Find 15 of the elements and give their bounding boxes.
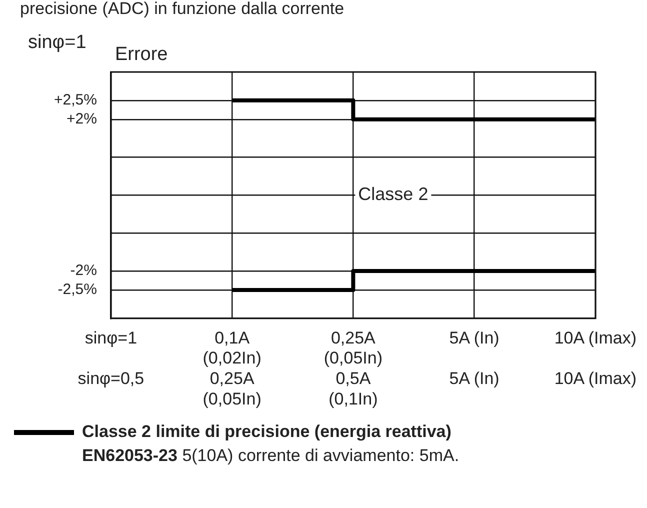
text: EN62053-23 5(10A) corrente di avviamento: 5mA. bbox=[81, 446, 460, 466]
text: sinφ=1 bbox=[28, 32, 86, 53]
y-axis-title: Errore bbox=[114, 44, 168, 65]
y-tick-label: -2% bbox=[70, 262, 97, 280]
category-label: 5A (In) 5A (In) bbox=[449, 328, 500, 388]
y-tick-label: -2,5% bbox=[58, 281, 97, 298]
legend-label: Classe 2 limite di precisione (energia reattiva) bbox=[82, 422, 452, 442]
x-tick-label: 0,25A (0,05In) 0,5A (0,1In) bbox=[324, 328, 382, 408]
annotation: Classe 2 bbox=[358, 184, 428, 204]
y-tick-label: +2,5% bbox=[54, 92, 97, 109]
x-tick-label: 0,1A (0,02In) 0,25A (0,05In) bbox=[202, 328, 262, 408]
category-label: sinφ=1 sinφ=0,5 bbox=[78, 328, 144, 388]
y-tick-label: +2% bbox=[66, 110, 97, 128]
category-label: 10A (Imax) 10A (Imax) bbox=[554, 328, 637, 388]
chart-title: precisione (ADC) in funzione dalla corrente bbox=[19, 0, 346, 20]
